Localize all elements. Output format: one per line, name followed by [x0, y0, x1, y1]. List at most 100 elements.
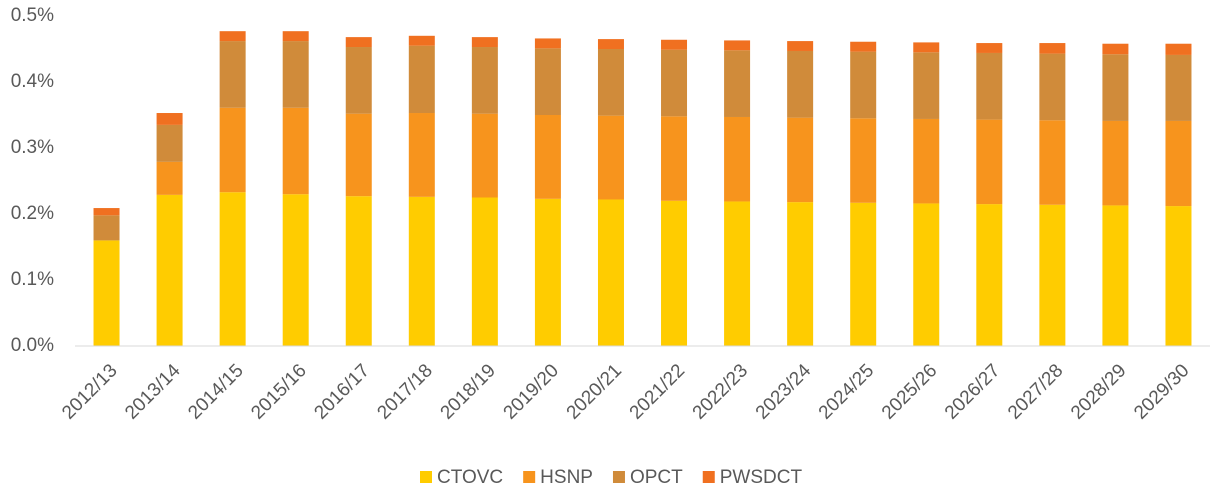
bar-segment [1165, 206, 1192, 346]
bar-segment [976, 43, 1003, 53]
x-tick-label: 2025/26 [878, 360, 941, 423]
bar-segment [1165, 54, 1192, 121]
bar-segment [282, 31, 309, 42]
bar-segment [913, 118, 940, 204]
bar-segment [282, 107, 309, 195]
x-tick-label: 2028/29 [1067, 360, 1130, 423]
bar-segment [1165, 120, 1192, 207]
x-tick-label: 2022/23 [689, 360, 752, 423]
bar-segment [1102, 43, 1129, 55]
bar-segment [850, 202, 877, 346]
x-tick-label: 2023/24 [752, 360, 816, 424]
bar-segment [93, 215, 120, 241]
legend-label: HSNP [540, 467, 593, 488]
bar-segment [345, 113, 372, 197]
bar-segment [471, 113, 498, 198]
bar-segment [597, 199, 624, 346]
bar-segment [976, 204, 1003, 346]
bar-segment [156, 124, 183, 162]
bar-segment [534, 48, 561, 116]
bar-segment [219, 192, 246, 346]
bar-segment [345, 47, 372, 114]
bar-segment [787, 41, 814, 51]
bar-segment [850, 51, 877, 119]
x-tick-label: 2016/17 [310, 360, 373, 423]
legend-label: CTOVC [437, 467, 503, 488]
bar-segment [471, 197, 498, 346]
bar-segment [661, 116, 688, 201]
bar-segment [597, 39, 624, 49]
bar-segment [724, 116, 751, 202]
bar-segment [787, 202, 814, 346]
bar-segment [93, 208, 120, 216]
bar-segment [471, 37, 498, 48]
bar-segment [976, 119, 1003, 205]
y-tick-label: 0.0% [11, 335, 54, 356]
legend-swatch [612, 471, 625, 483]
x-tick-label: 2020/21 [563, 360, 626, 423]
x-tick-label: 2019/20 [500, 360, 563, 423]
y-tick-label: 0.1% [11, 269, 54, 290]
bar-segment [219, 41, 246, 108]
legend-label: PWSDCT [720, 467, 803, 488]
y-tick-label: 0.3% [11, 137, 54, 158]
bar-segment [724, 201, 751, 346]
bar-segment [408, 113, 435, 197]
bar-segment [1165, 43, 1192, 55]
bar-segment [661, 200, 688, 346]
x-tick-label: 2024/25 [815, 360, 878, 423]
x-tick-label: 2013/14 [121, 360, 185, 424]
bar-segment [850, 41, 877, 52]
x-tick-label: 2029/30 [1130, 360, 1193, 423]
x-tick-label: 2021/22 [626, 360, 689, 423]
bar-segment [408, 35, 435, 46]
bar-segment [724, 50, 751, 117]
x-tick-label: 2018/19 [437, 360, 500, 423]
bar-segment [345, 196, 372, 346]
bar-segment [661, 49, 688, 117]
bar-segment [345, 37, 372, 48]
bar-segment [787, 50, 814, 118]
bar-segment [282, 194, 309, 346]
bar-segment [282, 41, 309, 108]
bar-segment [534, 115, 561, 199]
bar-segment [1102, 54, 1129, 121]
y-tick-label: 0.2% [11, 203, 54, 224]
bar-segment [1039, 43, 1066, 54]
x-tick-label: 2015/16 [247, 360, 310, 423]
bar-segment [597, 115, 624, 200]
bar-segment [93, 240, 120, 346]
bar-segment [976, 52, 1003, 120]
legend-swatch [523, 471, 536, 483]
bar-segment [408, 45, 435, 114]
legend-swatch [420, 471, 432, 483]
x-tick-label: 2017/18 [373, 360, 436, 423]
bar-segment [1039, 53, 1066, 121]
bar-segment [156, 113, 183, 125]
x-tick-label: 2014/15 [184, 360, 247, 423]
bar-segment [219, 31, 246, 42]
bar-segment [1102, 120, 1129, 206]
x-tick-label: 2026/27 [941, 360, 1004, 423]
legend-label: OPCT [630, 467, 683, 488]
bar-segment [913, 42, 940, 53]
bar-segment [471, 47, 498, 114]
x-tick-label: 2027/28 [1004, 360, 1067, 423]
bar-segment [534, 198, 561, 346]
y-tick-label: 0.4% [11, 71, 54, 92]
bar-segment [661, 39, 688, 50]
bar-segment [787, 117, 814, 203]
y-tick-label: 0.5% [11, 5, 54, 26]
bar-segment [1039, 204, 1066, 346]
bar-segment [534, 38, 561, 49]
bar-segment [219, 107, 246, 193]
bar-segment [913, 52, 940, 119]
legend-swatch [702, 471, 715, 483]
bar-segment [724, 40, 751, 51]
bar-segment [1039, 120, 1066, 205]
bar-segment [156, 194, 183, 346]
bar-segment [597, 49, 624, 116]
bar-segment [408, 196, 435, 346]
bar-segment [1102, 205, 1129, 346]
